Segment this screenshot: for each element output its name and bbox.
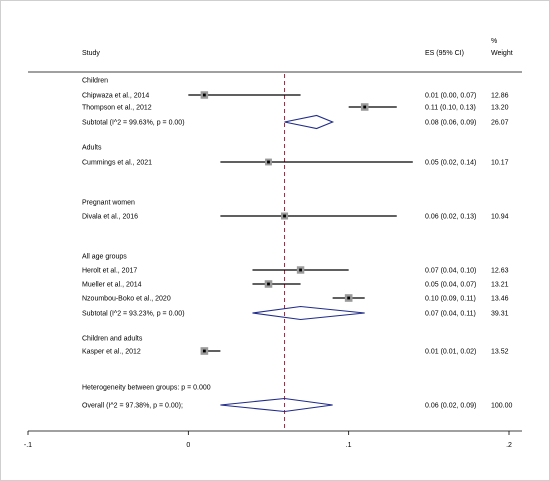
header-es: ES (95% CI) [425,50,464,57]
effect-size-ci: 0.01 (0.00, 0.07) [425,93,476,100]
weight-value: 12.63 [491,268,509,275]
study-label: Cummings et al., 2021 [82,160,152,167]
overall-label: Overall (I^2 = 97.38%, p = 0.00); [82,403,183,410]
study-label: Mueller et al., 2014 [82,282,142,289]
point-estimate [283,214,286,218]
weight-value: 13.21 [491,282,509,289]
weight-value: 10.94 [491,214,509,221]
weight-value: 13.52 [491,349,509,356]
heterogeneity-note: Heterogeneity between groups: p = 0.000 [82,385,211,392]
study-label: Divala et al., 2016 [82,214,138,221]
header-weight: Weight [491,50,513,57]
subgroup-label: All age groups [82,254,127,261]
point-estimate [267,282,270,286]
point-estimate [202,349,206,353]
x-tick-label: 0 [186,442,190,449]
subtotal-label: Subtotal (I^2 = 93.23%, p = 0.00) [82,311,185,318]
subgroup-label: Pregnant women [82,200,135,207]
effect-size-ci: 0.11 (0.10, 0.13) [425,105,476,112]
subgroup-label: Children [82,78,108,85]
study-label: Herolt et al., 2017 [82,268,137,275]
weight-value: 100.00 [491,403,513,410]
effect-size-ci: 0.06 (0.02, 0.13) [425,214,476,221]
point-estimate [299,268,302,272]
subgroup-label: Adults [82,145,102,152]
subtotal-diamond [252,305,365,321]
x-tick-label: -.1 [24,442,32,449]
weight-value: 12.86 [491,93,509,100]
subtotal-label: Subtotal (I^2 = 99.63%, p = 0.00) [82,120,185,127]
point-estimate [347,296,351,300]
effect-size-ci: 0.08 (0.06, 0.09) [425,120,476,127]
study-label: Kasper et al., 2012 [82,349,141,356]
effect-size-ci: 0.05 (0.02, 0.14) [425,160,476,167]
effect-size-ci: 0.07 (0.04, 0.10) [425,268,476,275]
study-label: Thompson et al., 2012 [82,105,152,112]
effect-size-ci: 0.06 (0.02, 0.09) [425,403,476,410]
weight-value: 26.07 [491,120,509,127]
weight-value: 13.46 [491,296,509,303]
effect-size-ci: 0.07 (0.04, 0.11) [425,311,476,318]
weight-value: 39.31 [491,311,509,318]
effect-size-ci: 0.05 (0.04, 0.07) [425,282,476,289]
subgroup-label: Children and adults [82,336,143,343]
study-label: Chipwaza et al., 2014 [82,93,149,100]
header-weight-percent: % [491,38,497,45]
study-label: Nzoumbou-Boko et al., 2020 [82,296,171,303]
subtotal-diamond [284,114,335,130]
x-tick-label: .2 [506,442,512,449]
effect-size-ci: 0.01 (0.01, 0.02) [425,349,476,356]
header-study: Study [82,50,100,57]
effect-size-ci: 0.10 (0.09, 0.11) [425,296,476,303]
x-tick-label: .1 [346,442,352,449]
point-estimate [202,93,206,97]
point-estimate [363,105,367,109]
weight-value: 13.20 [491,105,509,112]
point-estimate [267,160,270,164]
weight-value: 10.17 [491,160,509,167]
overall-diamond [220,397,333,413]
